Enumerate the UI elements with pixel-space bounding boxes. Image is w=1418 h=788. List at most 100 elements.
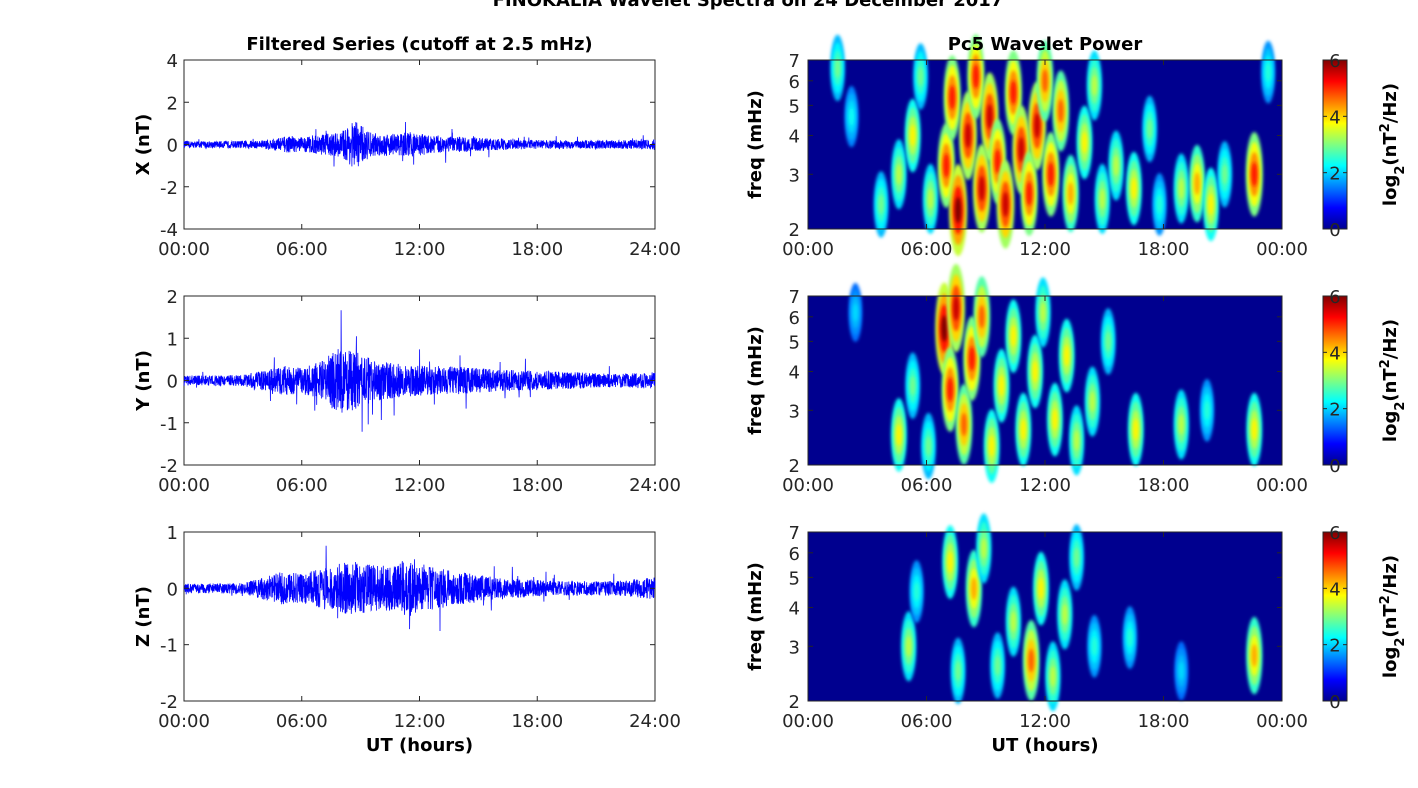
y-tick-label: -2 [160, 456, 178, 477]
colorbar-tick-label: 4 [1329, 343, 1340, 364]
y-tick-label: 6 [789, 72, 800, 93]
colorbar-tick-label: 0 [1329, 692, 1340, 713]
y-tick-label: 4 [789, 362, 800, 383]
heatmap-blob [925, 436, 932, 456]
heatmap-blob [971, 577, 977, 600]
heatmap-blob [947, 377, 954, 402]
x-tick-label: 12:00 [1019, 475, 1071, 496]
colorbar-tick-label: 2 [1329, 636, 1340, 657]
axes-title-x: Filtered Series (cutoff at 2.5 mHz) [246, 34, 592, 55]
line-panel-z: 00:00 06:00 12:00 18:00 24:00 -2-101 Z (nT) … [133, 523, 681, 756]
heatmap-blob [1265, 62, 1271, 82]
heatmap-blob [947, 551, 953, 573]
heatmap-blob [961, 412, 967, 437]
x-tick-label: 18:00 [1138, 711, 1190, 732]
y-tick-label: 5 [789, 332, 800, 353]
x-label-left: UT (hours) [366, 735, 473, 756]
heatmap-blobs-z [901, 513, 1263, 712]
y-tick-label: 6 [789, 544, 800, 565]
heatmap-blob [1002, 191, 1009, 217]
x-tick-label: 18:00 [511, 239, 563, 260]
y-tick-label: 2 [167, 93, 178, 114]
heatmap-blob [1091, 75, 1097, 96]
y-tick-label: 7 [789, 51, 800, 72]
x-tick-label: 12:00 [394, 711, 446, 732]
series-line-x [183, 121, 656, 167]
heatmap-blob [969, 346, 975, 371]
heatmap-blob [1127, 628, 1133, 647]
heatmap-title: Pc5 Wavelet Power [948, 34, 1143, 55]
heatmap-blob [943, 153, 950, 178]
heatmap-blob [1081, 131, 1088, 154]
x-tick-label: 00:00 [158, 239, 210, 260]
heatmap-blob [1064, 344, 1070, 367]
x-ticks-heatmap-z: 00:00 06:00 12:00 18:00 00:00 [782, 532, 1308, 732]
x-tick-label: 24:00 [629, 711, 681, 732]
x-tick-label: 18:00 [511, 711, 563, 732]
heatmap-blob [1222, 164, 1228, 185]
heatmap-blob [910, 124, 916, 147]
y-tick-label: 2 [789, 692, 800, 713]
heatmap-blob [1074, 547, 1080, 568]
heatmap-blob [849, 107, 854, 126]
y-ticks-z: -2 -1 0 1 [160, 523, 655, 713]
heatmap-blob [835, 58, 841, 78]
heatmap-blob [1251, 644, 1258, 667]
heatmap-blob [914, 582, 920, 601]
y-label-y: Y (nT) [133, 350, 154, 412]
heatmap-blob [955, 661, 961, 681]
x-tick-label: 12:00 [394, 475, 446, 496]
heatmap-blob [918, 66, 924, 87]
series-line-y [183, 310, 656, 432]
heatmap-y-label-z: freq (mHz) [745, 562, 766, 671]
x-tick-label: 24:00 [629, 239, 681, 260]
x-tick-label: 00:00 [1256, 239, 1308, 260]
colorbar-ticks-y: 0 2 4 6 [1323, 287, 1347, 477]
x-tick-label: 00:00 [1256, 475, 1308, 496]
heatmap-blob [955, 197, 962, 224]
y-tick-label: -1 [160, 414, 178, 435]
colorbar-y [1322, 295, 1348, 466]
heatmap-blob [927, 188, 934, 210]
colorbar-tick-label: 6 [1329, 287, 1340, 308]
colorbar-label-x: log2(nT2/Hz) [1378, 83, 1408, 206]
heatmap-blob [1113, 155, 1119, 176]
x-tick-label: 00:00 [158, 475, 210, 496]
heatmap-blob [1208, 193, 1214, 216]
x-tick-label: 00:00 [782, 475, 834, 496]
heatmap-blob [949, 85, 956, 110]
colorbar-ticks-z: 0 2 4 6 [1323, 523, 1347, 713]
x-tick-label: 06:00 [276, 239, 328, 260]
heatmap-blob [1194, 172, 1200, 195]
x-tick-label: 06:00 [901, 475, 953, 496]
x-tick-label: 00:00 [782, 711, 834, 732]
colorbar-x [1322, 59, 1348, 230]
heatmap-blob [910, 375, 916, 396]
heatmap-blob [1147, 119, 1153, 139]
heatmap-blob [906, 636, 912, 657]
colorbar-ticks-x: 0 2 4 6 [1323, 51, 1347, 241]
x-tick-label: 00:00 [782, 239, 834, 260]
y-tick-label: 0 [167, 372, 178, 393]
heatmap-blob [1062, 604, 1068, 625]
heatmap-blob [1099, 188, 1105, 210]
x-tick-label: 12:00 [1019, 711, 1071, 732]
heatmap-blob [1032, 360, 1038, 383]
heatmap-blob [989, 435, 995, 457]
heatmap-blob [1178, 414, 1184, 435]
y-tick-label: 4 [167, 51, 178, 72]
heatmap-blob [896, 424, 902, 446]
x-label-right: UT (hours) [991, 735, 1098, 756]
colorbar-tick-label: 2 [1329, 400, 1340, 421]
heatmap-blob [1050, 666, 1056, 687]
y-ticks-heatmap-y: 2 3 4 5 67 [789, 287, 1282, 477]
x-ticks-y: 00:00 06:00 12:00 18:00 24:00 [158, 296, 681, 496]
heatmap-blob [979, 305, 985, 329]
y-tick-label: 0 [167, 136, 178, 157]
y-tick-label: -2 [160, 178, 178, 199]
y-tick-label: 5 [789, 568, 800, 589]
y-tick-label: 6 [789, 308, 800, 329]
colorbar-label-z: log2(nT2/Hz) [1378, 555, 1408, 678]
